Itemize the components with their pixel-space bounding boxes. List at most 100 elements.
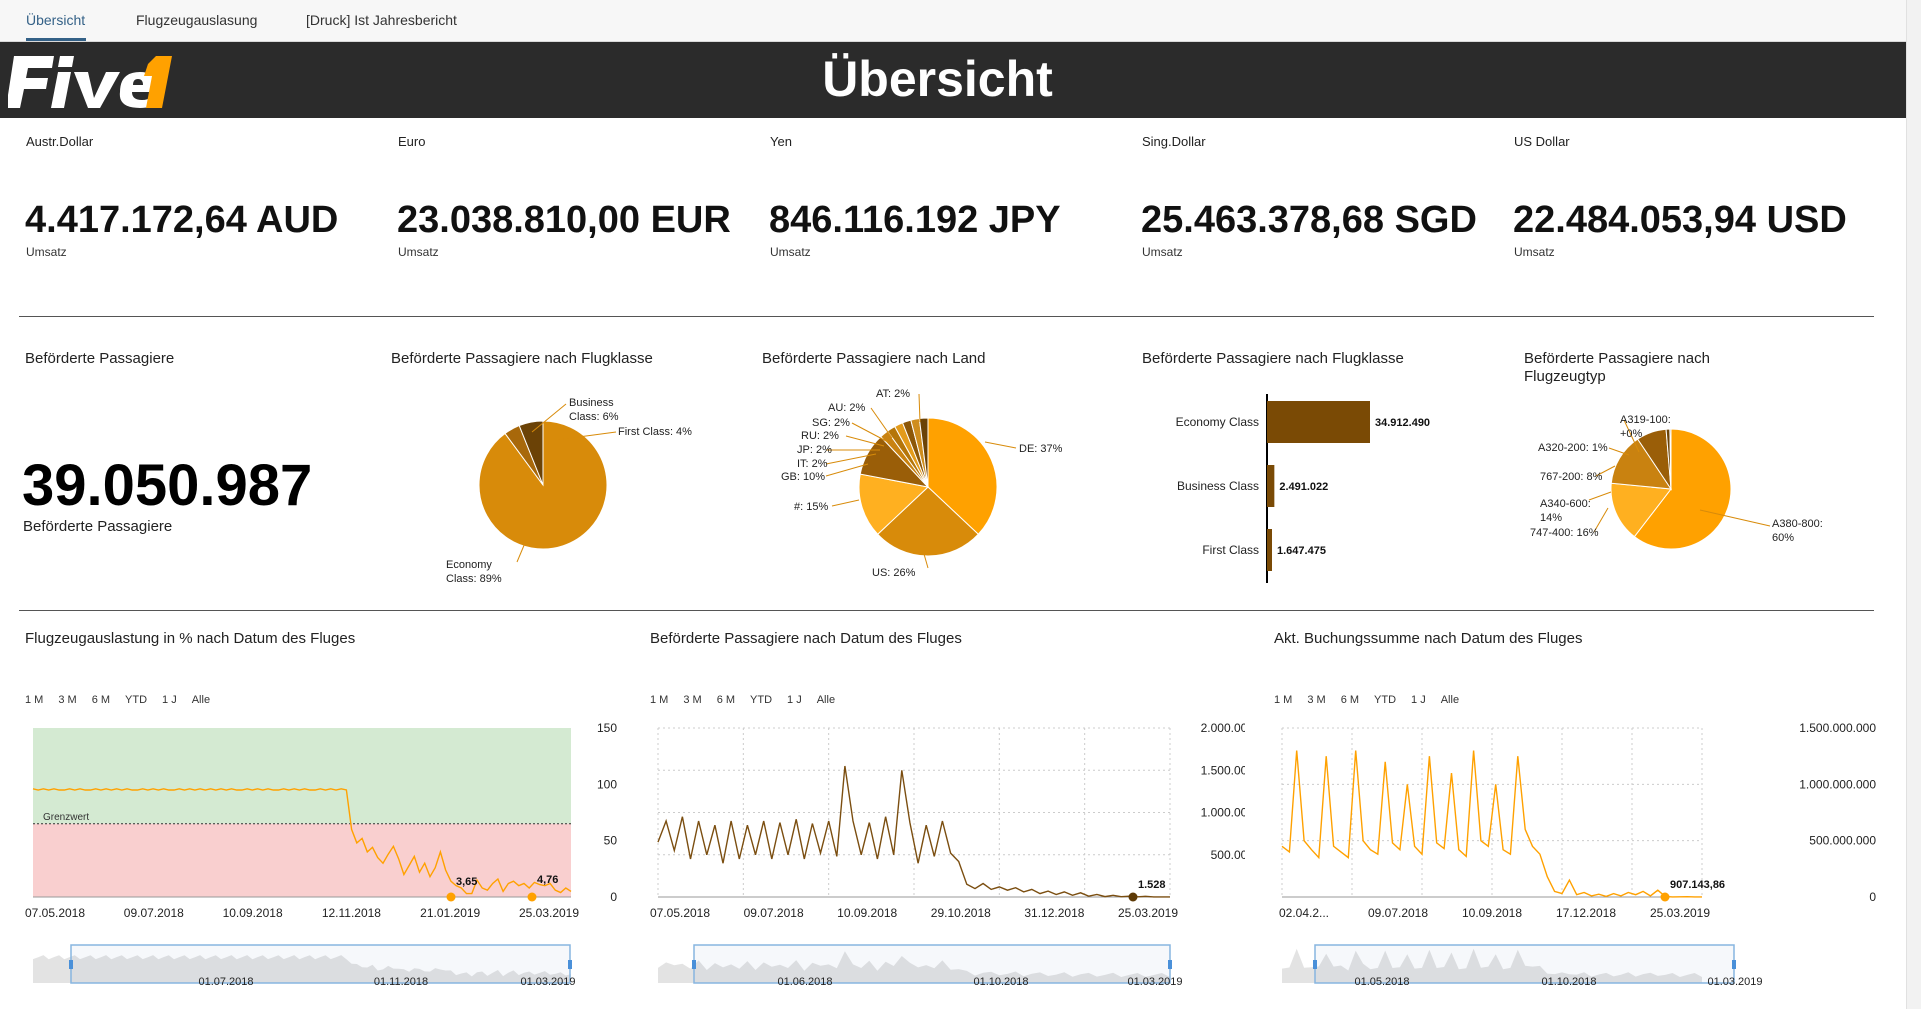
range-1j-button[interactable]: 1 J xyxy=(787,694,802,706)
x-tick-label: 09.07.2018 xyxy=(744,906,804,920)
tab-flugzeugauslasung[interactable]: Flugzeugauslasung xyxy=(136,12,258,28)
data-label: A319-100: xyxy=(1620,414,1671,426)
data-label: A380-800: xyxy=(1772,518,1823,530)
page-header: Übersicht xyxy=(0,42,1921,118)
tab-druck-jahresbericht[interactable]: [Druck] Ist Jahresbericht xyxy=(306,12,457,28)
kpi-value: 846.116.192 JPY xyxy=(769,199,1061,241)
range-1m-button[interactable]: 1 M xyxy=(650,694,669,706)
data-label: US: 26% xyxy=(872,567,916,579)
range-ytd-button[interactable]: YTD xyxy=(1374,694,1397,706)
point-marker xyxy=(446,892,456,902)
kpi-value: 22.484.053,94 USD xyxy=(1513,199,1847,241)
navigator-handle-right[interactable] xyxy=(1732,960,1736,969)
data-label: 907.143,86 xyxy=(1670,879,1725,891)
range-ytd-button[interactable]: YTD xyxy=(125,694,148,706)
range-1m-button[interactable]: 1 M xyxy=(1274,694,1293,706)
y-tick-label: 1.000.000 xyxy=(1201,806,1245,820)
x-tick-label: 10.09.2018 xyxy=(223,906,283,920)
y-tick-label: 1.500.000 xyxy=(1201,763,1245,777)
series-line xyxy=(32,788,572,895)
category-label: Economy Class xyxy=(1176,415,1259,429)
x-tick-label: 25.03.2019 xyxy=(1650,906,1710,920)
tab-uebersicht[interactable]: Übersicht xyxy=(26,12,86,28)
y-tick-label: 0 xyxy=(1869,890,1876,904)
data-label: 3,65 xyxy=(456,876,477,888)
data-label: AT: 2% xyxy=(876,388,910,400)
navigator-area xyxy=(33,955,571,983)
pie-slice xyxy=(927,417,998,535)
range-6m-button[interactable]: 6 M xyxy=(1340,694,1360,706)
band-above-threshold xyxy=(33,728,571,824)
navigator-tick-label: 01.05.2018 xyxy=(1354,976,1409,988)
navigator: 01.06.2018 01.10.2018 01.03.2019 xyxy=(658,944,1183,988)
x-tick-label: 07.05.2018 xyxy=(650,906,710,920)
bar-chart-flugklasse: Economy Class 34.912.490 Business Class 2.4… xyxy=(1176,394,1430,583)
data-label: Class: 89% xyxy=(446,573,502,585)
navigator-window[interactable] xyxy=(70,944,571,984)
line-chart-passagiere: 2.000.0001.500.0001.000.000500.000007.05… xyxy=(650,721,1245,988)
range-3m-button[interactable]: 3 M xyxy=(58,694,77,706)
pie-slice xyxy=(478,420,608,550)
y-tick-label: 0 xyxy=(610,890,617,904)
kpi-label: Yen xyxy=(770,134,792,149)
navigator-area xyxy=(658,951,1170,983)
threshold-label: Grenzwert xyxy=(43,812,89,823)
range-alle-button[interactable]: Alle xyxy=(191,694,211,706)
range-1j-button[interactable]: 1 J xyxy=(162,694,177,706)
range-1m-button[interactable]: 1 M xyxy=(25,694,44,706)
data-label: 34.912.490 xyxy=(1375,417,1430,429)
kpi-value: 4.417.172,64 AUD xyxy=(25,199,339,241)
card-title: Beförderte Passagiere xyxy=(25,350,175,367)
x-tick-label: 09.07.2018 xyxy=(124,906,184,920)
card-title: Beförderte Passagiere nach Flugklasse xyxy=(1142,350,1404,367)
line-chart-buchungssumme: 1.500.000.000 1.000.000.000 500.000.000 0 02… xyxy=(1279,721,1876,988)
card-title: Beförderte Passagiere nach Flugzeugtyp xyxy=(1524,350,1710,385)
range-3m-button[interactable]: 3 M xyxy=(1307,694,1326,706)
data-label: Economy xyxy=(446,559,492,571)
data-label: Business xyxy=(569,397,614,409)
vertical-scrollbar[interactable] xyxy=(1906,0,1921,1009)
kpi-label: Sing.Dollar xyxy=(1142,134,1206,149)
data-label: 747-400: 16% xyxy=(1530,527,1599,539)
range-3m-button[interactable]: 3 M xyxy=(683,694,702,706)
section-divider xyxy=(19,610,1874,611)
kpi-value: 23.038.810,00 EUR xyxy=(397,199,731,241)
navigator: 01.07.2018 01.11.2018 01.03.2019 xyxy=(33,944,576,988)
x-tick-label: 21.01.2019 xyxy=(420,906,480,920)
range-alle-button[interactable]: Alle xyxy=(816,694,836,706)
y-tick-label: 2.000.000 xyxy=(1201,721,1245,735)
navigator-handle-left[interactable] xyxy=(1313,960,1317,969)
range-alle-button[interactable]: Alle xyxy=(1440,694,1460,706)
kpi-label: Austr.Dollar xyxy=(26,134,94,149)
pie-slice xyxy=(876,486,980,557)
range-selector: 1 M 3 M 6 M YTD 1 J Alle xyxy=(25,694,225,706)
series-line xyxy=(1281,750,1702,898)
point-marker xyxy=(527,892,537,902)
range-6m-button[interactable]: 6 M xyxy=(91,694,111,706)
navigator-handle-right[interactable] xyxy=(568,960,572,969)
pie-slice xyxy=(1669,428,1672,490)
navigator-handle-left[interactable] xyxy=(692,960,696,969)
range-1j-button[interactable]: 1 J xyxy=(1411,694,1426,706)
passengers-total-sub: Beförderte Passagiere xyxy=(23,518,173,535)
data-label: First Class: 4% xyxy=(618,426,692,438)
bar xyxy=(1267,465,1275,507)
navigator-window[interactable] xyxy=(693,944,1171,984)
navigator: 01.05.2018 01.10.2018 01.03.2019 xyxy=(1282,944,1763,988)
pie-chart-land: DE: 37% US: 26% #: 15% GB: 10% IT: 2% JP… xyxy=(781,388,1063,579)
y-tick-label: 1.500.000.000 xyxy=(1799,721,1876,735)
data-label: SG: 2% xyxy=(812,417,850,429)
range-ytd-button[interactable]: YTD xyxy=(750,694,773,706)
pie-slice xyxy=(858,473,930,535)
navigator-handle-right[interactable] xyxy=(1168,960,1172,969)
kpi-sub: Umsatz xyxy=(1142,245,1183,259)
data-label: 14% xyxy=(1540,512,1562,524)
navigator-handle-left[interactable] xyxy=(69,960,73,969)
data-label: 60% xyxy=(1772,532,1794,544)
category-label: First Class xyxy=(1202,543,1259,557)
section-divider xyxy=(19,316,1874,317)
kpi-sub: Umsatz xyxy=(770,245,811,259)
navigator-tick-label: 01.03.2019 xyxy=(520,976,575,988)
range-6m-button[interactable]: 6 M xyxy=(716,694,736,706)
data-label: 4,76 xyxy=(537,874,558,886)
